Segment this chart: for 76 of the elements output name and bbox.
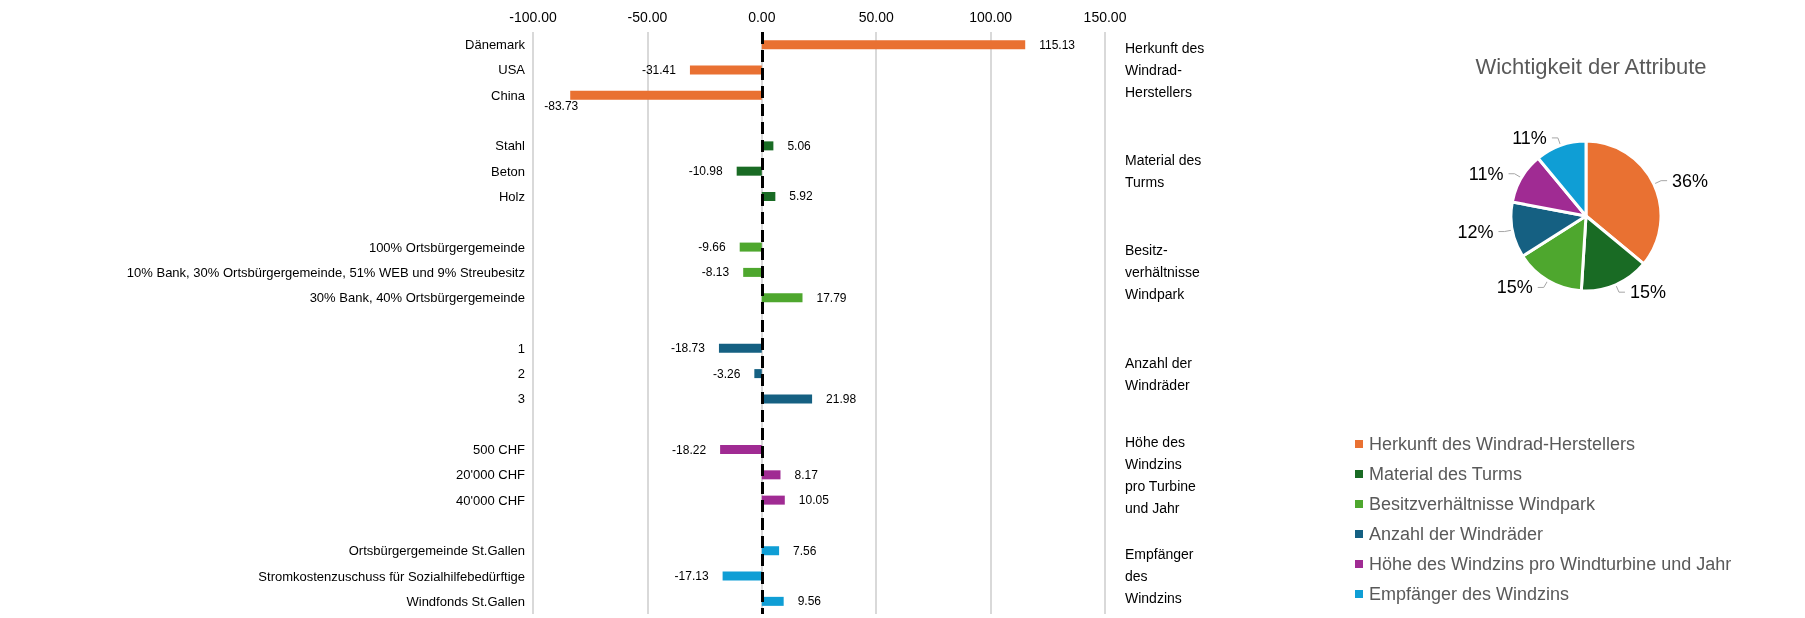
data-label: 10.05 xyxy=(798,493,830,508)
y-tick-label: 3 xyxy=(517,391,525,407)
y-tick-label: Ortsbürgergemeinde St.Gallen xyxy=(348,543,525,559)
legend-label: Empfänger des Windzins xyxy=(1369,584,1570,604)
bar xyxy=(761,293,803,303)
legend-label: Besitzverhältnisse Windpark xyxy=(1369,494,1597,514)
data-label: 15% xyxy=(1629,282,1666,303)
data-label: -83.73 xyxy=(544,98,579,113)
text: Herkunft des Windrad-Herstellers xyxy=(1125,39,1205,100)
bar xyxy=(718,343,762,353)
legend-label: Herkunft des Windrad-Herstellers xyxy=(1369,434,1636,454)
bar xyxy=(689,65,762,75)
bar xyxy=(754,369,762,379)
data-label: 8.17 xyxy=(794,467,819,482)
y-tick-label: Holz xyxy=(498,188,525,204)
bar xyxy=(736,166,762,176)
bar xyxy=(722,571,762,581)
data-label: -3.26 xyxy=(712,366,741,381)
data-label: 5.06 xyxy=(787,138,812,153)
y-tick-label: Windfonds St.Gallen xyxy=(406,593,525,609)
text: Empfänger des Windzins xyxy=(1125,546,1194,607)
data-label: 5.92 xyxy=(789,189,814,204)
y-tick-label: 500 CHF xyxy=(472,442,526,458)
data-label: 115.13 xyxy=(1039,37,1076,52)
y-tick-label: 30% Bank, 40% Ortsbürgergemeinde xyxy=(309,290,525,306)
data-label: 17.79 xyxy=(816,290,847,305)
x-tick-label: 0.00 xyxy=(748,9,776,25)
y-tick-label: 100% Ortsbürgergemeinde xyxy=(368,239,525,255)
data-label: -18.73 xyxy=(670,341,706,356)
data-label: -9.66 xyxy=(698,240,727,255)
bar xyxy=(761,394,813,404)
data-label: 9.56 xyxy=(797,594,822,609)
bar xyxy=(739,242,762,252)
legend-label: Höhe des Windzins pro Windturbine und Jahr xyxy=(1369,554,1732,574)
bar xyxy=(761,495,785,505)
data-label: -31.41 xyxy=(641,62,677,77)
y-tick-label: Beton xyxy=(491,163,525,179)
bar xyxy=(570,90,762,100)
bar xyxy=(761,546,780,556)
y-tick-label: Dänemark xyxy=(465,37,526,53)
y-tick-label: 1 xyxy=(517,340,525,356)
data-label: 7.56 xyxy=(793,543,817,558)
y-tick-label: 20'000 CHF xyxy=(456,467,526,483)
x-tick-label: -50.00 xyxy=(627,9,668,25)
bar xyxy=(761,596,784,606)
data-label: -10.98 xyxy=(688,164,723,179)
data-label: 15% xyxy=(1496,277,1533,298)
y-tick-label: Stromkostenzuschuss für Sozialhilfebedürftige xyxy=(258,568,525,584)
y-tick-label: USA xyxy=(498,62,526,78)
bar xyxy=(743,267,762,277)
text: Höhe des Windzins pro Turbine und Jahr xyxy=(1125,433,1197,516)
x-tick-label: 50.00 xyxy=(858,9,894,25)
bar xyxy=(720,445,762,455)
chart-title: Wichtigkeit der Attribute xyxy=(1475,53,1707,79)
text: Besitz-verhältnisse Windpark xyxy=(1125,242,1200,303)
y-tick-label: 2 xyxy=(517,366,525,382)
data-label: 36% xyxy=(1672,170,1709,191)
data-label: 11% xyxy=(1512,127,1547,148)
y-tick-label: 10% Bank, 30% Ortsbürgergemeinde, 51% WEB und 9% Streubesitz xyxy=(126,264,525,280)
x-tick-label: 100.00 xyxy=(969,9,1013,25)
bar xyxy=(761,40,1026,50)
legend-label: Material des Turms xyxy=(1369,464,1523,484)
data-label: 21.98 xyxy=(826,391,857,406)
data-label: -17.13 xyxy=(674,569,709,584)
x-tick-label: 150.00 xyxy=(1083,9,1127,25)
y-tick-label: China xyxy=(491,87,526,103)
y-tick-label: 40'000 CHF xyxy=(456,492,526,508)
x-tick-label: -100.00 xyxy=(509,9,557,25)
text: Anzahl der Windräder xyxy=(1125,354,1193,393)
text: Material des Turms xyxy=(1125,152,1202,191)
data-label: -18.22 xyxy=(672,442,707,457)
data-label: 11% xyxy=(1468,163,1504,184)
y-tick-label: Stahl xyxy=(495,138,526,154)
legend-label: Anzahl der Windräder xyxy=(1369,524,1544,544)
data-label: 12% xyxy=(1457,221,1494,242)
data-label: -8.13 xyxy=(701,265,730,280)
